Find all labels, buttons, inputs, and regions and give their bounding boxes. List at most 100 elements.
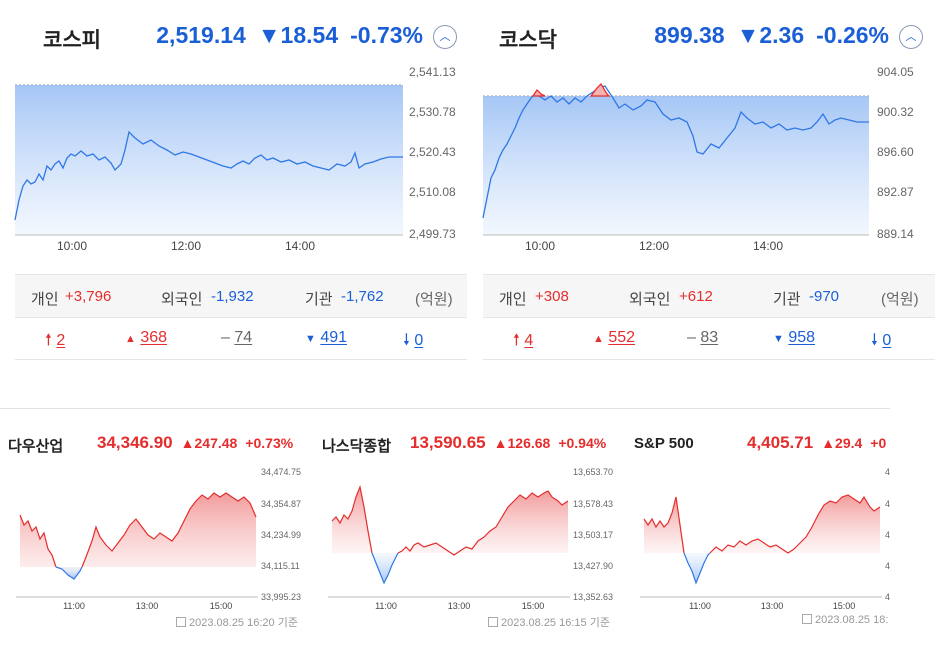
y-tick: 34,354.87 (261, 499, 301, 509)
individual-label: 개인 (499, 291, 527, 308)
area-fill (20, 493, 256, 579)
x-tick: 12:00 (171, 239, 201, 253)
index-rate: -0.26% (816, 22, 889, 48)
nasdaq-chart: 13,653.70 13,578.43 13,503.17 13,427.90 … (328, 467, 613, 611)
kosdaq-header[interactable]: 코스닥 899.38 ▼2.36 -0.26% ︿ (483, 0, 935, 70)
lower-limit[interactable]: 🠗 0 (871, 329, 891, 356)
index-rate: +0.73% (245, 435, 294, 451)
y-tick: 13,578.43 (573, 499, 613, 509)
fall[interactable]: ▼ 958 (773, 329, 815, 347)
chevron-up-icon[interactable]: ︿ (433, 25, 457, 49)
index-name: 다우산업 (8, 438, 64, 455)
area-fill (398, 491, 568, 555)
rise-count[interactable]: 552 (608, 329, 636, 346)
index-name: 코스닥 (499, 29, 557, 52)
area-fill (15, 85, 403, 235)
index-change: ▲29.4 (821, 435, 863, 451)
upper-limit[interactable]: 🠕 2 (45, 329, 65, 356)
y-tick: 2,510.08 (409, 185, 456, 199)
y-tick: 904.05 (877, 65, 914, 79)
index-line-up (709, 494, 881, 554)
flat-count[interactable]: 74 (234, 329, 253, 346)
x-tick: 12:00 (639, 239, 669, 253)
upper-limit-count[interactable]: 2 (56, 332, 66, 349)
fall-count[interactable]: 958 (788, 329, 816, 346)
y-tick: 4 (885, 499, 890, 509)
index-name: 나스닥종합 (322, 438, 392, 455)
upper-limit-count[interactable]: 4 (524, 332, 534, 349)
arrow-up-icon: 🠕 (513, 332, 520, 349)
y-axis-labels: 34,474.75 34,354.87 34,234.99 34,115.11 … (261, 467, 301, 602)
index-change: ▲126.68 (493, 435, 551, 451)
arrow-down-icon: 🠗 (871, 332, 878, 349)
index-line (331, 484, 373, 554)
calendar-icon (176, 617, 186, 627)
area-fill (483, 96, 869, 235)
divider (0, 408, 890, 409)
rise[interactable]: ▲ 368 (125, 329, 167, 347)
lower-limit-count[interactable]: 0 (882, 332, 892, 349)
index-name: 코스피 (43, 29, 101, 52)
y-tick: 892.87 (877, 185, 914, 199)
y-tick: 13,503.17 (573, 530, 613, 540)
index-values: 4,405.71 ▲29.4 +0 (747, 433, 886, 453)
nasdaq-panel[interactable]: 나스닥종합 13,590.65 ▲126.68 +0.94% 13,653.70 1… (312, 409, 622, 651)
dash-icon: – (221, 329, 230, 346)
y-tick: 4 (885, 592, 890, 602)
x-tick: 13:00 (136, 601, 159, 611)
flat-count[interactable]: 83 (700, 329, 719, 346)
below-close-fill (684, 553, 710, 583)
foreign-value: -1,932 (211, 288, 254, 305)
fall-count[interactable]: 491 (320, 329, 348, 346)
fall[interactable]: ▼ 491 (305, 329, 347, 347)
institution-value: -970 (809, 288, 840, 305)
individual-value: +308 (535, 288, 569, 305)
y-tick: 4 (885, 561, 890, 571)
kospi-header[interactable]: 코스피 2,519.14 ▼18.54 -0.73% ︿ (15, 0, 467, 70)
sp500-panel[interactable]: S&P 500 4,405.71 ▲29.4 +0 4 4 4 4 4 11:00 … (624, 409, 890, 651)
y-tick: 34,115.11 (261, 561, 300, 571)
index-values: 34,346.90 ▲247.48 +0.73% (97, 433, 293, 453)
triangle-up-icon: ▲ (593, 333, 604, 345)
triangle-down-icon: ▼ (773, 333, 784, 345)
sp500-chart: 4 4 4 4 4 11:00 13:00 15:00 (640, 467, 890, 611)
area-fill (644, 497, 684, 553)
flat[interactable]: – 74 (221, 329, 252, 347)
dow-panel[interactable]: 다우산업 34,346.90 ▲247.48 +0.73% 34,474.75 34… (0, 409, 310, 651)
index-value: 4,405.71 (747, 433, 814, 452)
chevron-up-icon[interactable]: ︿ (899, 25, 923, 49)
y-tick: 13,427.90 (573, 561, 613, 571)
x-tick: 14:00 (285, 239, 315, 253)
y-tick: 2,520.43 (409, 145, 456, 159)
index-name: S&P 500 (634, 435, 694, 452)
calendar-icon (488, 617, 498, 627)
rise[interactable]: ▲ 552 (593, 329, 635, 347)
kosdaq-chart: 904.05 900.32 896.60 892.87 889.14 10:00… (482, 65, 914, 253)
lower-limit-count[interactable]: 0 (414, 332, 424, 349)
above-close-fill (589, 82, 611, 97)
index-line (643, 496, 685, 554)
y-tick: 13,352.63 (573, 592, 613, 602)
index-values: 13,590.65 ▲126.68 +0.94% (410, 433, 606, 453)
upper-limit[interactable]: 🠕 4 (513, 329, 533, 356)
index-value: 2,519.14 (156, 22, 246, 48)
kosdaq-panel: 코스닥 899.38 ▼2.36 -0.26% ︿ 904.05 900.32 89… (482, 0, 935, 400)
timestamp-text: 2023.08.25 16:20 기준 (189, 617, 298, 629)
rise-count[interactable]: 368 (140, 329, 168, 346)
flat[interactable]: – 83 (687, 329, 718, 347)
arrow-down-icon: 🠗 (403, 332, 410, 349)
dash-icon: – (687, 329, 696, 346)
x-tick: 11:00 (375, 601, 397, 611)
lower-limit[interactable]: 🠗 0 (403, 329, 423, 356)
x-tick: 10:00 (57, 239, 87, 253)
index-values: 899.38 ▼2.36 -0.26% (654, 22, 889, 49)
index-rate: +0 (870, 435, 887, 451)
index-line-down (683, 552, 711, 585)
x-axis-labels: 10:00 12:00 14:00 (525, 239, 783, 253)
x-axis-labels: 11:00 13:00 15:00 (375, 601, 544, 611)
timestamp-text: 2023.08.25 18: (815, 614, 889, 626)
index-change: ▼2.36 (736, 22, 805, 48)
kosdaq-breadth: 🠕 4 ▲ 552 – 83 ▼ 958 🠗 0 (483, 318, 935, 360)
institution-label: 기관 (305, 291, 333, 308)
triangle-down-icon: ▼ (305, 333, 316, 345)
